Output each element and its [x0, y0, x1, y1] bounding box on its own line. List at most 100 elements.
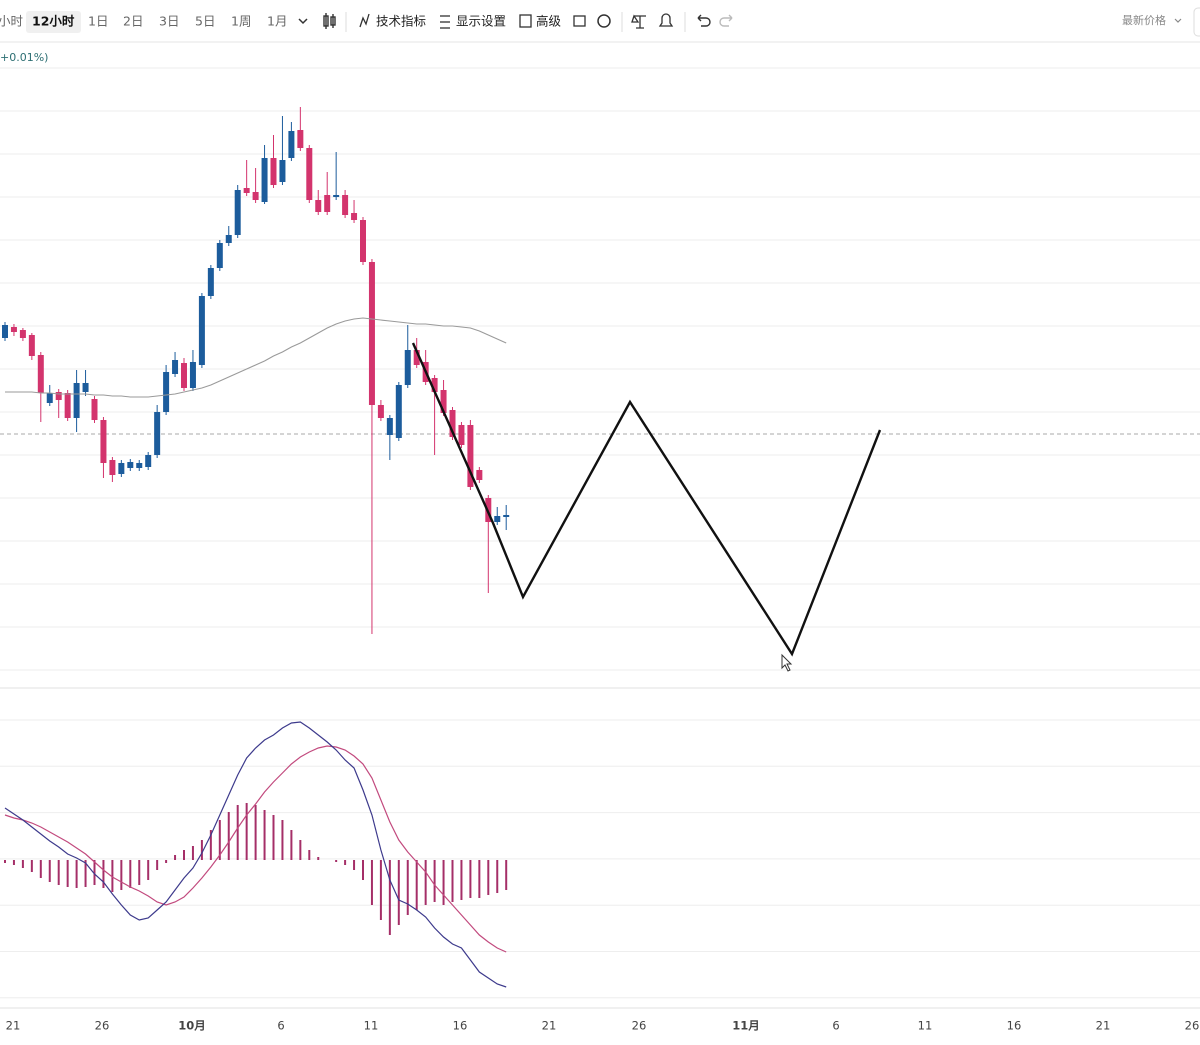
candle-body: [315, 200, 322, 212]
candle-body: [449, 410, 456, 437]
indicator-icon[interactable]: [359, 13, 370, 28]
interval[interactable]: 1周: [231, 14, 251, 29]
candle-body: [19, 330, 26, 338]
chart-type-icon[interactable]: [323, 13, 336, 29]
x-tick-label: 26: [632, 1019, 647, 1033]
compare-icon[interactable]: [631, 14, 646, 29]
candle-body: [333, 195, 340, 197]
candle-body: [404, 350, 411, 385]
candle-body: [127, 462, 134, 468]
candle-body: [2, 325, 8, 338]
candle-body: [252, 192, 259, 200]
interval[interactable]: 小时: [0, 14, 24, 29]
toolbar: [0, 0, 1200, 42]
candle-body: [243, 188, 250, 193]
advanced-icon[interactable]: [519, 14, 532, 28]
candle-body: [261, 158, 268, 202]
candle-body: [55, 392, 62, 400]
interval-selected[interactable]: 12小时: [32, 14, 75, 29]
interval[interactable]: 3日: [159, 14, 179, 29]
candle-body: [37, 355, 44, 393]
undo-icon[interactable]: [697, 14, 711, 27]
snapshot-icon[interactable]: [573, 15, 586, 27]
candle-body: [73, 383, 80, 418]
candle-body: [431, 378, 438, 392]
candle-body: [100, 420, 107, 463]
candle-body: [82, 383, 89, 392]
candle-body: [109, 460, 116, 475]
candle-body: [216, 243, 223, 268]
macd-dea-line: [4, 745, 507, 953]
candle-body: [136, 463, 143, 468]
indicators-button[interactable]: 技术指标: [376, 14, 426, 29]
interval[interactable]: 2日: [123, 14, 143, 29]
candle-body: [64, 393, 71, 418]
advanced-button[interactable]: 高级: [536, 14, 562, 29]
candle-body: [10, 327, 17, 332]
x-tick-label: 16: [453, 1019, 468, 1033]
plot-area: [2, 107, 510, 988]
candle-body: [467, 425, 474, 487]
candle-body: [503, 515, 510, 517]
candle-body: [234, 190, 241, 235]
candle-body: [163, 372, 170, 412]
candle-body: [395, 385, 402, 438]
x-tick-label: 10月: [178, 1019, 206, 1033]
candle-body: [91, 399, 98, 420]
interval[interactable]: 1月: [267, 14, 287, 29]
interval[interactable]: 1日: [88, 14, 108, 29]
macd-dif-line: [4, 721, 507, 988]
x-tick-label: 21: [1096, 1019, 1111, 1033]
candle-body: [270, 158, 277, 185]
candle-body: [386, 418, 393, 435]
candle-body: [377, 405, 384, 418]
side-button[interactable]: [1193, 7, 1200, 37]
candle-body: [413, 350, 420, 365]
moving-average: [5, 317, 507, 398]
selected-interval-bg: [26, 11, 81, 33]
dropdown-icon[interactable]: [298, 18, 308, 25]
candle-body: [198, 296, 205, 365]
x-tick-label: 21: [542, 1019, 557, 1033]
candle-body: [458, 425, 465, 445]
candle-body: [145, 455, 152, 467]
candle-body: [28, 335, 35, 356]
mouse-cursor: [781, 653, 793, 672]
candle-body: [476, 470, 483, 480]
candle-body: [189, 362, 196, 388]
candle-body: [306, 148, 313, 200]
candle-body: [46, 393, 53, 403]
x-tick-label: 6: [277, 1019, 284, 1033]
candle-body: [181, 363, 187, 388]
x-tick-label: 21: [6, 1019, 21, 1033]
x-tick-label: 16: [1007, 1019, 1022, 1033]
candle-body: [368, 262, 375, 405]
alert-icon[interactable]: [658, 13, 674, 27]
candle-body: [118, 463, 125, 474]
candle-body: [154, 412, 161, 455]
settings-icon[interactable]: [597, 14, 611, 28]
display-icon[interactable]: [440, 15, 450, 29]
change-legend: +0.01%): [0, 51, 48, 64]
price-mode[interactable]: 最新价格: [1122, 13, 1166, 27]
x-tick-label: 26: [95, 1019, 110, 1033]
price-mode-caret[interactable]: [1174, 18, 1182, 23]
x-tick-label: 11: [918, 1019, 933, 1033]
x-tick-label: 11: [364, 1019, 379, 1033]
display-button[interactable]: 显示设置: [456, 14, 506, 29]
candle-body: [440, 390, 447, 413]
drawn-zigzag: [411, 342, 882, 657]
candle-body: [360, 220, 366, 262]
redo-icon[interactable]: [719, 14, 733, 27]
x-tick-label: 11月: [732, 1019, 760, 1033]
candle-body: [279, 160, 286, 182]
candle-body: [494, 516, 501, 522]
candle-body: [225, 235, 232, 243]
candle-body: [297, 130, 304, 148]
interval[interactable]: 5日: [195, 14, 215, 29]
candle-body: [288, 131, 295, 158]
candle-body: [207, 268, 214, 296]
grid: [0, 67, 1200, 999]
